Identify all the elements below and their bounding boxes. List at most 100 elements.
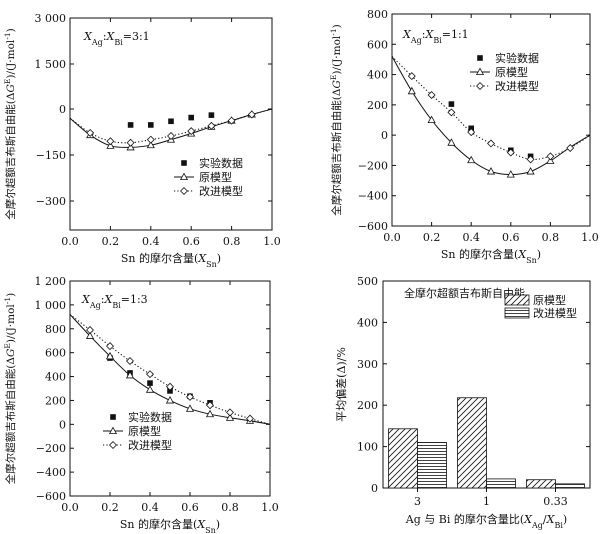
- bar-improved-model: [417, 442, 447, 489]
- improved-model-marker: [146, 135, 155, 144]
- original-model-marker: [427, 115, 436, 123]
- improved-model-marker: [467, 128, 476, 137]
- legend-marker-original: [108, 426, 118, 434]
- legend-marker-experimental: [110, 414, 116, 420]
- improved-model-marker: [186, 392, 194, 401]
- legend-marker-original: [475, 67, 485, 75]
- y-tick-label: 600: [367, 38, 388, 51]
- improved-model-marker: [227, 116, 236, 125]
- panel-sn-ratio-3-1: 0.0 0.2 0.4 0.6 0.8 1.0 3 000 1 500 0 −150 −300 Sn …: [3, 12, 281, 269]
- bar-improved-model: [555, 483, 585, 489]
- y-tick-label: 600: [45, 347, 66, 360]
- panel-sn-ratio-1-3: 0.0 0.2 0.4 0.6 0.8 1.0 1 200 1 000 800 600 400 200…: [3, 275, 279, 534]
- legend-label: 原模型: [128, 424, 161, 438]
- y-tick-label: 800: [45, 323, 66, 336]
- legend-marker-original: [179, 172, 189, 180]
- improved-model-curve: [69, 108, 273, 144]
- x-tick-label: 1: [483, 495, 490, 508]
- y-tick-label: −200: [36, 442, 66, 455]
- legend-label: 实验数据: [128, 410, 172, 424]
- bar-original-model: [526, 479, 556, 489]
- improved-model-marker: [447, 108, 456, 117]
- bar-chart-title: 全摩尔超额吉布斯自由能: [404, 286, 525, 300]
- y-tick-label: −400: [358, 190, 388, 203]
- x-tick-label: 0.6: [502, 231, 520, 244]
- improved-model-curve: [69, 314, 271, 425]
- y-tick-label: −600: [358, 220, 388, 233]
- y-tick-label: −150: [36, 149, 66, 162]
- y-tick-label: 1 200: [35, 275, 67, 288]
- x-tick-label: 0.0: [61, 501, 79, 514]
- y-tick-label: 1 500: [35, 58, 67, 71]
- y-tick-label: 400: [45, 371, 66, 384]
- experimental-point: [188, 114, 194, 121]
- experimental-point: [147, 380, 153, 386]
- original-model-marker: [146, 140, 155, 149]
- improved-model-marker: [166, 382, 174, 391]
- improved-model-marker: [226, 408, 234, 417]
- improved-model-curve: [391, 56, 591, 161]
- x-tick-label: 1.0: [263, 235, 281, 248]
- y-axis-label: 平均偏差(Δ)/%: [334, 347, 348, 422]
- improved-model-marker: [247, 110, 256, 119]
- y-tick-label: 0: [59, 103, 66, 116]
- original-model-marker: [126, 142, 135, 151]
- x-tick-label: 0.33: [543, 495, 568, 508]
- improved-model-marker: [526, 155, 535, 164]
- improved-model-marker: [106, 137, 115, 146]
- x-tick-label: 0.0: [61, 235, 79, 248]
- composition-annotation: XAg:XBi=1:3: [81, 293, 148, 310]
- original-model-marker: [447, 138, 456, 146]
- experimental-point: [208, 112, 215, 118]
- bar-original-model: [457, 397, 487, 489]
- improved-model-marker: [86, 326, 94, 334]
- improved-model-marker: [487, 139, 495, 148]
- improved-model-marker: [167, 132, 175, 140]
- legend-marker-improved: [476, 82, 484, 90]
- experimental-point: [127, 122, 134, 128]
- x-axis-label: Sn 的摩尔含量(XSn): [121, 251, 221, 269]
- y-tick-label: 3 000: [35, 12, 67, 25]
- original-model-marker: [165, 396, 175, 404]
- legend-marker-improved: [180, 187, 188, 195]
- original-model-marker: [106, 141, 115, 149]
- legend-label: 原模型: [495, 65, 528, 79]
- improved-model-marker: [126, 138, 135, 147]
- legend-marker-improved: [109, 441, 117, 449]
- y-tick-label: −300: [36, 195, 66, 208]
- y-tick-label: −600: [36, 490, 66, 503]
- experimental-point: [168, 118, 174, 125]
- x-axis-label: Sn 的摩尔含量(XSn): [120, 517, 220, 534]
- improved-model-marker: [86, 128, 95, 137]
- legend-label: 原模型: [199, 170, 232, 184]
- original-model-curve: [69, 314, 271, 425]
- original-model-marker: [526, 167, 535, 175]
- legend-label: 实验数据: [199, 156, 243, 170]
- panel-sn-ratio-1-1: 0.0 0.2 0.4 0.6 0.8 1.0 800 600 400 200 0 −200 −400 −…: [329, 8, 599, 265]
- legend-label: 改进模型: [495, 79, 539, 93]
- y-axis-label: 全摩尔超额吉布斯自由能(ΔGE)/(J·mol-1): [329, 24, 344, 215]
- original-model-marker: [105, 351, 115, 360]
- y-tick-label: −200: [358, 159, 388, 172]
- y-tick-label: 200: [357, 399, 378, 412]
- experimental-point: [448, 101, 455, 107]
- y-tick-label: 200: [367, 99, 388, 112]
- original-model-marker: [407, 86, 416, 95]
- x-tick-label: 0.0: [383, 231, 401, 244]
- original-model-marker: [125, 370, 135, 379]
- legend-label: 改进模型: [199, 184, 243, 198]
- x-tick-label: 0.8: [221, 501, 239, 514]
- x-tick-label: 0.6: [182, 235, 200, 248]
- improved-model-marker: [407, 72, 416, 81]
- improved-model-marker: [126, 357, 134, 365]
- improved-model-marker: [187, 127, 196, 136]
- x-tick-label: 0.8: [223, 235, 241, 248]
- experimental-point: [167, 388, 173, 394]
- y-tick-label: 0: [59, 418, 66, 431]
- x-tick-label: 0.4: [142, 235, 160, 248]
- x-tick-label: 0.4: [462, 231, 480, 244]
- legend-label: 实验数据: [495, 51, 539, 65]
- x-axis-label: Ag 与 Bi 的摩尔含量比(XAg/XBi): [405, 512, 567, 530]
- legend-marker-experimental: [181, 160, 187, 166]
- legend-label: 原模型: [533, 293, 566, 307]
